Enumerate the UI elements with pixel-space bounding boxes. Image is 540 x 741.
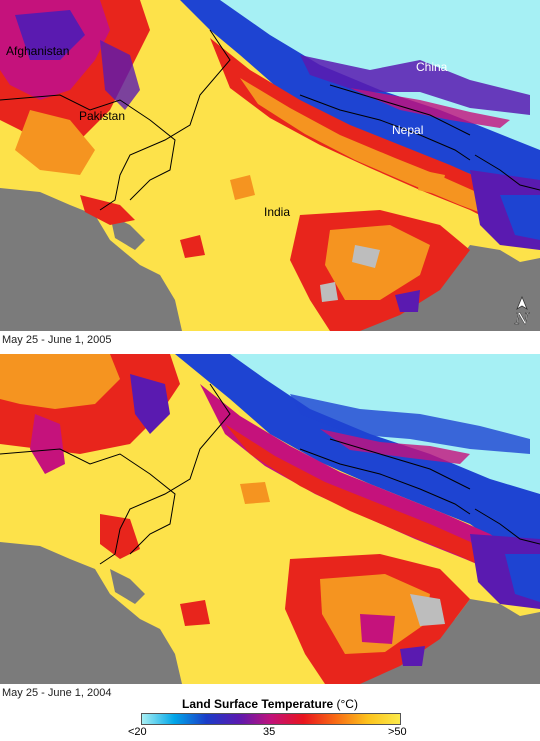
deccan-orange bbox=[325, 225, 430, 300]
north-letter: N bbox=[514, 309, 530, 328]
deccan-orange-2004 bbox=[320, 574, 430, 654]
deccan-nodata-1 bbox=[352, 245, 380, 268]
border-afghanistan-pakistan bbox=[0, 94, 176, 201]
tibet-valley-red bbox=[350, 88, 510, 128]
tibet-valley-purple bbox=[300, 55, 530, 115]
arabian-sea-2004 bbox=[0, 542, 182, 684]
pakistan-orange bbox=[15, 110, 95, 175]
label-pakistan: Pakistan bbox=[79, 109, 125, 123]
west-mountains-purple bbox=[15, 10, 85, 60]
deccan-magenta-2004 bbox=[360, 614, 395, 644]
plains-patch-2004-2 bbox=[180, 600, 210, 626]
legend: Land Surface Temperature (°C) <20 35 >50 bbox=[0, 697, 540, 741]
west-ridge-purple-2004 bbox=[130, 374, 170, 434]
foothills-red-2004 bbox=[225, 424, 540, 586]
plains-patch-3 bbox=[418, 170, 445, 195]
deccan-nodata-2004 bbox=[410, 594, 445, 626]
tibet-red-streak-2004 bbox=[320, 429, 470, 464]
caption-2005: May 25 - June 1, 2005 bbox=[2, 334, 112, 346]
map-2005: Afghanistan Pakistan India China Nepal N bbox=[0, 0, 540, 331]
deccan-purple-2004 bbox=[400, 646, 425, 666]
legend-tick-max: >50 bbox=[388, 726, 407, 738]
border-india-nepal-2004 bbox=[299, 448, 471, 515]
border-india-nepal bbox=[299, 94, 471, 161]
plains-patch-2 bbox=[180, 235, 205, 258]
northeast-blue-2004 bbox=[505, 554, 540, 602]
deccan-purple bbox=[395, 290, 420, 312]
legend-title: Land Surface Temperature (°C) bbox=[0, 697, 540, 711]
foothills-orange bbox=[240, 78, 540, 232]
deccan-nodata-2 bbox=[320, 282, 338, 302]
legend-title-text: Land Surface Temperature bbox=[182, 697, 334, 711]
sindh-red-2004 bbox=[100, 514, 140, 559]
tibet-blue-streak-2004 bbox=[290, 394, 530, 454]
label-afghanistan: Afghanistan bbox=[6, 44, 69, 58]
caption-2004: May 25 - June 1, 2004 bbox=[2, 687, 112, 699]
plains-patch-1 bbox=[230, 175, 255, 200]
arabian-sea bbox=[0, 188, 182, 331]
legend-tick-min: <20 bbox=[128, 726, 147, 738]
border-pakistan-india bbox=[99, 29, 231, 211]
border-northeast bbox=[474, 154, 540, 191]
pakistan-magenta-2004 bbox=[30, 414, 65, 474]
temperature-map-2005: Afghanistan Pakistan India China Nepal bbox=[0, 0, 540, 331]
label-nepal: Nepal bbox=[392, 123, 423, 137]
gulf-khambhat-2004 bbox=[110, 569, 145, 604]
kutch-red bbox=[80, 195, 135, 225]
gulf-khambhat bbox=[110, 215, 145, 250]
temperature-map-2004 bbox=[0, 354, 540, 684]
legend-color-bar bbox=[141, 713, 401, 725]
northeast-blue bbox=[500, 195, 540, 240]
border-nepal-china bbox=[329, 84, 471, 136]
map-2004 bbox=[0, 354, 540, 684]
legend-unit: (°C) bbox=[336, 697, 358, 711]
pakistan-ridge bbox=[100, 40, 140, 110]
border-afghanistan-pakistan-2004 bbox=[0, 448, 176, 555]
plains-patch-2004-1 bbox=[240, 482, 270, 504]
border-pakistan-india-2004 bbox=[99, 383, 231, 565]
legend-tick-mid: 35 bbox=[263, 726, 276, 738]
north-arrow-icon: N bbox=[510, 296, 534, 328]
label-china: China bbox=[416, 60, 448, 74]
label-india: India bbox=[264, 205, 290, 219]
border-nepal-china-2004 bbox=[329, 438, 471, 490]
west-mountains-orange-2004 bbox=[0, 354, 120, 409]
border-northeast-2004 bbox=[474, 508, 540, 545]
